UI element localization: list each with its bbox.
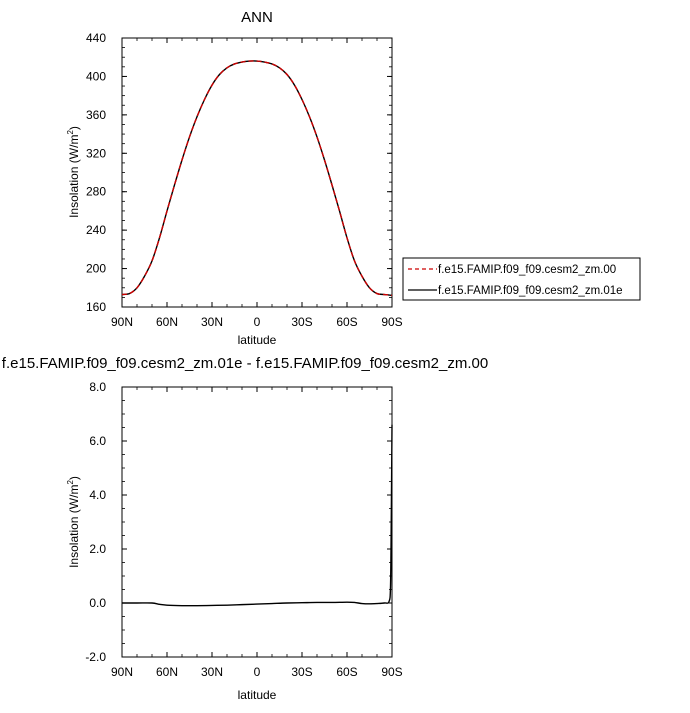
top-y-tick-label: 160: [86, 300, 106, 314]
legend-label-01e: f.e15.FAMIP.f09_f09.cesm2_zm.01e: [438, 285, 623, 297]
bottom-plot-frame: [121, 386, 393, 658]
bottom-x-tick-label: 60S: [336, 665, 357, 679]
bottom-x-tick-label: 0: [254, 665, 261, 679]
top-x-ticks: 90N 60N 30N 0 30S 60S 90S: [111, 38, 403, 329]
top-series-line: [121, 60, 393, 297]
bottom-x-tick-label: 30N: [201, 665, 223, 679]
bottom-series-lines: [122, 424, 393, 607]
top-y-tick-label: 360: [86, 108, 106, 122]
top-x-tick-label: 90N: [111, 315, 133, 329]
bottom-x-tick-label: 90S: [381, 665, 402, 679]
bottom-y-ticks: -2.0 0.0 2.0 4.0 6.0 8.0: [85, 380, 392, 664]
legend: f.e15.FAMIP.f09_f09.cesm2_zm.00 f.e15.FA…: [402, 257, 641, 301]
bottom-y-tick-label: 8.0: [89, 380, 106, 394]
bottom-x-ticks: 90N 60N 30N 0 30S 60S 90S: [111, 387, 403, 679]
bottom-y-tick-label: 2.0: [89, 542, 106, 556]
bottom-y-tick-label: -2.0: [85, 650, 106, 664]
top-x-axis-label: latitude: [238, 333, 277, 347]
top-series-lines: [121, 60, 393, 297]
top-x-tick-label: 60N: [156, 315, 178, 329]
top-x-tick-label: 30N: [201, 315, 223, 329]
top-x-tick-label: 0: [254, 315, 261, 329]
top-panel: ANN 90N 60N 30N 0 30S 60S 90S 160 200 240 280 320 3…: [66, 9, 403, 347]
top-y-tick-label: 240: [86, 223, 106, 237]
top-y-tick-label: 400: [86, 69, 106, 83]
top-chart-title: ANN: [241, 9, 273, 26]
legend-label-00: f.e15.FAMIP.f09_f09.cesm2_zm.00: [438, 264, 616, 276]
bottom-y-tick-label: 6.0: [89, 434, 106, 448]
top-y-ticks: 160 200 240 280 320 360 400 440: [86, 31, 392, 314]
bottom-x-axis-label: latitude: [238, 688, 277, 702]
top-y-tick-label: 440: [86, 31, 106, 45]
bottom-y-tick-label: 4.0: [89, 488, 106, 502]
bottom-y-axis-label: Insolation (W/m2): [66, 476, 81, 568]
top-plot-frame: [121, 37, 393, 308]
top-y-tick-label: 200: [86, 262, 106, 276]
bottom-y-tick-label: 0.0: [89, 596, 106, 610]
bottom-panel: f.e15.FAMIP.f09_f09.cesm2_zm.01e - f.e15…: [2, 355, 488, 702]
top-x-tick-label: 60S: [336, 315, 357, 329]
bottom-x-tick-label: 30S: [291, 665, 312, 679]
top-x-tick-label: 30S: [291, 315, 312, 329]
top-series-line: [121, 60, 393, 297]
top-y-tick-label: 280: [86, 185, 106, 199]
bottom-chart-title: f.e15.FAMIP.f09_f09.cesm2_zm.01e - f.e15…: [2, 355, 488, 372]
top-x-tick-label: 90S: [381, 315, 402, 329]
bottom-x-tick-label: 90N: [111, 665, 133, 679]
top-y-tick-label: 320: [86, 146, 106, 160]
top-y-axis-label: Insolation (W/m2): [66, 126, 81, 218]
bottom-x-tick-label: 60N: [156, 665, 178, 679]
legend-box: [402, 257, 641, 301]
bottom-series-line: [122, 424, 393, 607]
